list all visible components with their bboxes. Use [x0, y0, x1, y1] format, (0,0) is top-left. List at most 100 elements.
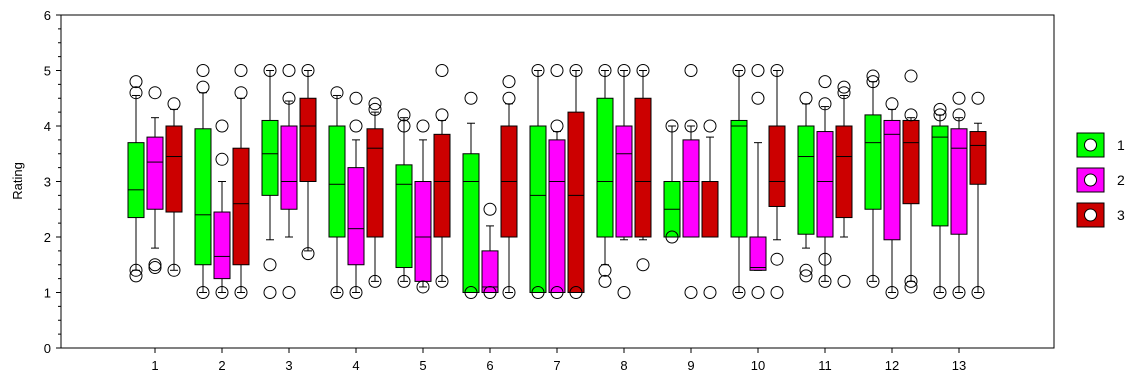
outlier-point [751, 286, 765, 299]
outlier-point [129, 263, 143, 277]
outlier-point [531, 286, 545, 299]
outlier-point [617, 64, 631, 77]
box-series-1-cat-5 [395, 108, 413, 288]
x-tick-label: 1 [151, 358, 158, 373]
x-tick-label: 11 [818, 358, 832, 373]
outlier-point [502, 75, 516, 89]
outlier-point [598, 274, 612, 288]
box [883, 119, 901, 241]
outlier-point [502, 91, 516, 105]
y-axis-label: Rating [10, 162, 25, 200]
outlier-point [196, 64, 210, 77]
outlier-point [703, 286, 717, 299]
outlier-point [636, 64, 650, 77]
outlier-point [234, 64, 248, 77]
outlier-point [569, 64, 583, 77]
outlier-point [952, 91, 966, 105]
legend: 1 2 3 [1076, 132, 1125, 228]
legend-label: 3 [1117, 207, 1125, 223]
outlier-point [435, 108, 449, 122]
outlier-point [971, 91, 985, 105]
outlier-point [799, 91, 813, 105]
outlier-point [464, 91, 478, 105]
outlier-point [799, 263, 813, 277]
box [902, 119, 920, 205]
series-2 [146, 64, 968, 299]
legend-item-3: 3 [1076, 202, 1125, 228]
outlier-point [933, 286, 947, 299]
series-1 [127, 64, 949, 299]
series-3 [165, 64, 987, 299]
outlier-point [665, 119, 679, 133]
outlier-point [933, 108, 947, 122]
box-series-1-cat-2 [194, 64, 212, 299]
box [414, 181, 432, 282]
outlier-point [215, 119, 229, 133]
box [768, 125, 786, 207]
legend-marker [1084, 208, 1097, 222]
outlier-point [732, 64, 746, 77]
box-series-3-cat-11 [835, 80, 853, 288]
box-series-1-cat-9 [663, 119, 681, 244]
box [749, 236, 767, 271]
box-series-2-cat-10 [749, 64, 767, 299]
outlier-point [167, 263, 181, 277]
box [232, 147, 250, 266]
outlier-point [502, 286, 516, 299]
x-axis: 1 2 3 4 5 6 7 8 9 10 11 12 13 [151, 348, 966, 373]
box [864, 114, 882, 210]
box [433, 133, 451, 238]
box-series-2-cat-13 [950, 91, 968, 299]
box [328, 125, 346, 238]
box [127, 142, 145, 219]
legend-item-1: 1 [1076, 132, 1125, 158]
outlier-point [435, 274, 449, 288]
box-series-3-cat-5 [433, 64, 451, 288]
box-series-3-cat-1 [165, 97, 183, 277]
y-tick-label: 4 [44, 119, 51, 134]
outlier-point [770, 64, 784, 77]
box [797, 125, 815, 235]
outlier-point [684, 119, 698, 133]
outlier-point [531, 64, 545, 77]
outlier-point [569, 286, 583, 299]
outlier-point [952, 108, 966, 122]
x-tick-label: 10 [751, 358, 765, 373]
box [261, 119, 279, 196]
outlier-point [483, 202, 497, 216]
outlier-point [148, 261, 162, 275]
outlier-point [483, 286, 497, 299]
outlier-point [837, 86, 851, 100]
outlier-point [196, 286, 210, 299]
outlier-point [598, 263, 612, 277]
outlier-point [330, 86, 344, 100]
outlier-point [148, 86, 162, 100]
outlier-point [818, 274, 832, 288]
outlier-point [837, 80, 851, 94]
outlier-point [301, 247, 315, 261]
x-tick-label: 9 [687, 358, 694, 373]
legend-item-2: 2 [1076, 167, 1125, 193]
box-series-2-cat-4 [347, 91, 365, 299]
box [146, 136, 164, 210]
outlier-point [904, 280, 918, 294]
outlier-point [263, 64, 277, 77]
box-series-1-cat-7 [529, 64, 547, 299]
box [395, 164, 413, 269]
outlier-point [416, 280, 430, 294]
outlier-point [617, 286, 631, 299]
outlier-point [330, 286, 344, 299]
outlier-point [349, 286, 363, 299]
x-tick-label: 6 [486, 358, 493, 373]
box [548, 139, 566, 293]
outlier-point [684, 64, 698, 77]
outlier-point [129, 86, 143, 100]
outlier-point [397, 274, 411, 288]
outlier-point [550, 119, 564, 133]
box-series-1-cat-12 [864, 69, 882, 288]
box-series-2-cat-6 [481, 202, 499, 299]
box [299, 97, 317, 182]
outlier-point [397, 108, 411, 122]
box-series-1-cat-10 [730, 64, 748, 299]
